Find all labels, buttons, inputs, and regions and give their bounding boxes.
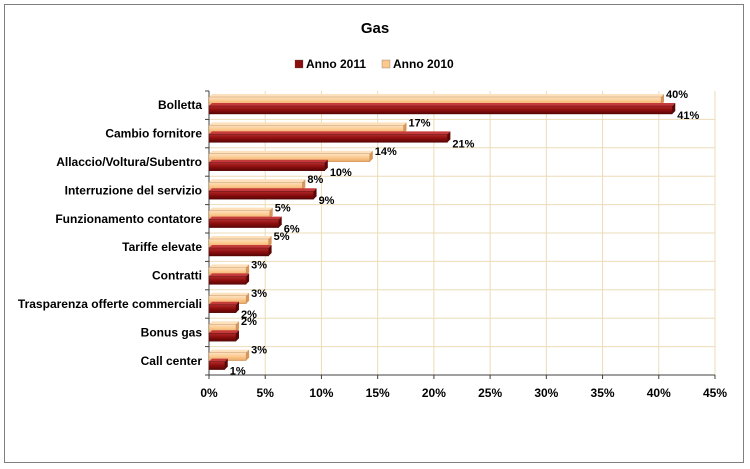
x-tick-label: 25% <box>478 386 502 400</box>
bar-top-face <box>209 301 239 305</box>
category-label: Interruzione del servizio <box>65 183 202 197</box>
category-label: Call center <box>141 354 203 368</box>
data-label: 8% <box>307 174 323 186</box>
plot-area: 0% 5% 10% 15% 20% 25% 30% 35% 40% 45% Bolletta 40% 4… <box>18 89 727 400</box>
legend: Anno 2011 Anno 2010 <box>294 57 454 71</box>
x-tick-label: 0% <box>200 386 218 400</box>
bar-top-face <box>209 292 250 296</box>
bar-side-face <box>268 245 272 256</box>
data-label: 2% <box>241 309 257 321</box>
bar-side-face <box>324 159 328 171</box>
bar-top-face <box>209 273 250 277</box>
bar-side-face <box>278 216 282 228</box>
bar-top-face <box>209 159 328 163</box>
chart-title: Gas <box>361 20 389 37</box>
bar-top-face <box>209 245 272 248</box>
bar-side-face <box>268 236 272 247</box>
legend-swatch-anno-2011 <box>294 59 304 69</box>
data-label: 9% <box>319 195 335 207</box>
bar-top-face <box>209 236 272 239</box>
data-label: 17% <box>409 117 431 129</box>
x-tick-label: 15% <box>366 386 390 400</box>
x-tick-label: 5% <box>257 386 275 400</box>
category-label: Funzionamento contatore <box>55 212 202 226</box>
bar-top-face <box>209 122 407 126</box>
data-label: 1% <box>230 366 246 378</box>
category-label: Cambio fornitore <box>105 127 202 141</box>
bar-side-face <box>246 264 250 276</box>
data-label: 3% <box>251 345 267 357</box>
bar-anno-2011 <box>208 276 247 285</box>
bar-side-face <box>403 122 407 134</box>
bar-anno-2011 <box>208 304 237 313</box>
bar-top-face <box>209 216 282 220</box>
bar-side-face <box>369 150 373 162</box>
bar-top-face <box>209 131 451 135</box>
bar-anno-2011 <box>208 134 448 143</box>
data-label: 41% <box>677 110 699 122</box>
bar-chart: Gas Anno 2011 Anno 2010 0% 5% 10% 15% 20% 25%… <box>18 20 727 400</box>
x-tick-label: 45% <box>703 386 727 400</box>
x-tick-label: 35% <box>591 386 615 400</box>
bar-top-face <box>209 330 239 334</box>
bar-side-face <box>661 94 665 105</box>
bar-top-face <box>209 179 306 183</box>
data-label: 10% <box>330 167 352 179</box>
bar-top-face <box>209 188 317 192</box>
data-label: 14% <box>375 146 397 158</box>
bar-anno-2011 <box>208 247 269 257</box>
bar-anno-2011 <box>208 361 225 370</box>
bar-anno-2011 <box>208 190 314 200</box>
bar-top-face <box>209 264 250 268</box>
bar-side-face <box>235 321 239 333</box>
x-tick-label: 40% <box>647 386 671 400</box>
x-tick-label: 20% <box>422 386 446 400</box>
category-label: Trasparenza offerte commerciali <box>18 297 202 311</box>
bar-side-face <box>269 207 273 219</box>
bar-side-face <box>235 301 239 313</box>
bar-side-face <box>246 349 250 361</box>
bar-top-face <box>209 358 228 362</box>
data-label: 2% <box>241 316 257 328</box>
bar-top-face <box>209 349 250 353</box>
bar-top-face <box>209 150 373 154</box>
category-label: Bolletta <box>158 98 202 112</box>
bar-side-face <box>302 179 306 191</box>
bar-top-face <box>209 207 273 211</box>
bar-side-face <box>246 273 250 285</box>
data-label: 3% <box>251 288 267 300</box>
chart-frame: Gas Anno 2011 Anno 2010 0% 5% 10% 15% 20% 25%… <box>4 4 744 463</box>
bar-side-face <box>246 292 250 304</box>
x-tick-label: 30% <box>534 386 558 400</box>
category-label: Contratti <box>152 269 202 283</box>
legend-swatch-anno-2010 <box>381 59 391 69</box>
category-label: Bonus gas <box>141 325 203 339</box>
data-label: 6% <box>284 224 300 236</box>
bar-side-face <box>224 358 228 370</box>
bar-anno-2011 <box>208 105 673 115</box>
data-label: 3% <box>251 259 267 271</box>
bar-anno-2011 <box>208 162 326 172</box>
bar-side-face <box>447 131 451 143</box>
bar-top-face <box>209 94 665 97</box>
bar-side-face <box>672 103 676 114</box>
data-label: 5% <box>275 203 291 215</box>
x-tick-label: 10% <box>309 386 333 400</box>
data-label: 40% <box>666 89 688 101</box>
legend-label-anno-2010: Anno 2010 <box>393 57 454 71</box>
bar-anno-2011 <box>208 333 237 342</box>
legend-label-anno-2011: Anno 2011 <box>306 57 366 71</box>
bar-anno-2011 <box>208 219 279 228</box>
bar-side-face <box>313 188 317 200</box>
category-label: Tariffe elevate <box>122 240 202 254</box>
data-label: 5% <box>274 231 290 243</box>
data-label: 21% <box>452 138 474 150</box>
bar-top-face <box>209 103 676 106</box>
category-label: Allaccio/Voltura/Subentro <box>56 155 202 169</box>
bar-top-face <box>209 321 239 325</box>
bar-side-face <box>235 330 239 342</box>
